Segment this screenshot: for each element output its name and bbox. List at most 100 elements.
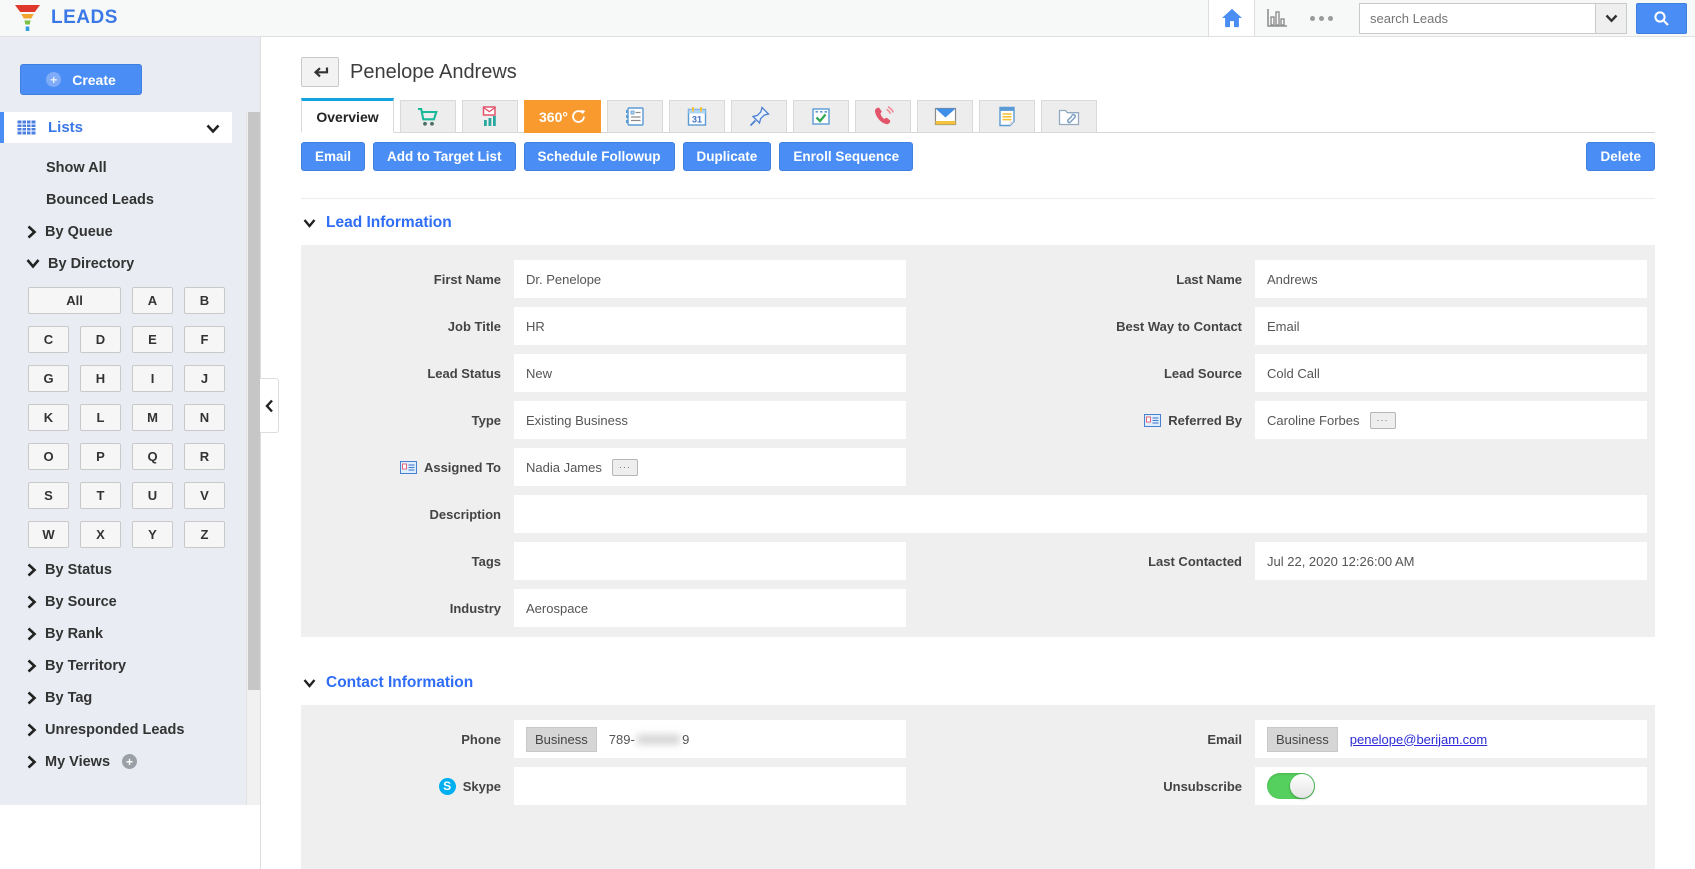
search-input[interactable] <box>1360 3 1595 33</box>
sidebar-scroll-thumb[interactable] <box>248 112 260 690</box>
sidebar-item-show-all[interactable]: Show All <box>26 159 260 176</box>
tab-notes[interactable] <box>979 100 1035 133</box>
lead-information-section-header[interactable]: Lead Information <box>303 214 1655 232</box>
sidebar-item-by-directory[interactable]: By Directory <box>26 255 260 272</box>
sidebar-item-by-queue[interactable]: By Queue <box>26 223 260 240</box>
add-view-icon[interactable]: + <box>122 754 138 769</box>
job-title-field[interactable]: HR <box>514 307 906 345</box>
letter-button[interactable]: V <box>184 482 225 509</box>
tab-cart[interactable] <box>400 100 456 133</box>
letter-button[interactable]: S <box>28 482 69 509</box>
tags-field[interactable] <box>514 542 906 580</box>
funnel-logo-icon <box>15 5 40 31</box>
letter-button[interactable]: D <box>80 326 121 353</box>
search-button[interactable] <box>1636 2 1687 34</box>
home-button[interactable] <box>1208 0 1255 36</box>
schedule-followup-button[interactable]: Schedule Followup <box>523 142 675 171</box>
tab-pushpin[interactable] <box>731 100 787 133</box>
lead-source-field[interactable]: Cold Call <box>1255 354 1647 392</box>
contact-information-section-header[interactable]: Contact Information <box>303 674 1655 692</box>
skype-field[interactable] <box>514 767 906 805</box>
enroll-sequence-button[interactable]: Enroll Sequence <box>779 142 914 171</box>
sidebar-item-by-territory[interactable]: By Territory <box>26 657 260 674</box>
assigned-to-field[interactable]: Nadia James ··· <box>514 448 906 486</box>
letter-button[interactable]: J <box>184 365 225 392</box>
letter-button[interactable]: T <box>80 482 121 509</box>
sidebar-item-unresponded-leads[interactable]: Unresponded Leads <box>26 721 260 738</box>
last-contacted-field[interactable]: Jul 22, 2020 12:26:00 AM <box>1255 542 1647 580</box>
last-name-field[interactable]: Andrews <box>1255 260 1647 298</box>
first-name-field[interactable]: Dr. Penelope <box>514 260 906 298</box>
sidebar-item-by-status[interactable]: By Status <box>26 561 260 578</box>
letter-button[interactable]: O <box>28 443 69 470</box>
letter-button[interactable]: C <box>28 326 69 353</box>
tab-calls[interactable] <box>855 100 911 133</box>
email-button[interactable]: Email <box>301 142 366 171</box>
phone-field[interactable]: Business 789- 000000 9 <box>514 720 906 758</box>
best-way-to-contact-field[interactable]: Email <box>1255 307 1647 345</box>
referred-by-field[interactable]: Caroline Forbes ··· <box>1255 401 1647 439</box>
redacted-digits: 000000 <box>636 731 681 747</box>
letter-button[interactable]: W <box>28 521 69 548</box>
sidebar-collapse-handle[interactable] <box>260 378 279 433</box>
back-button[interactable] <box>301 57 339 87</box>
sidebar-item-by-source[interactable]: By Source <box>26 593 260 610</box>
assigned-to-more-button[interactable]: ··· <box>611 458 638 476</box>
dashboard-button[interactable] <box>1255 8 1299 28</box>
letter-button[interactable]: F <box>184 326 225 353</box>
sidebar-item-my-views[interactable]: My Views + <box>26 753 260 770</box>
letter-button[interactable]: I <box>132 365 173 392</box>
unsubscribe-toggle[interactable] <box>1267 773 1315 799</box>
email-field[interactable]: Business penelope@berijam.com <box>1255 720 1647 758</box>
lists-header[interactable]: Lists <box>0 112 232 143</box>
add-to-target-list-button[interactable]: Add to Target List <box>373 142 516 171</box>
search-type-dropdown[interactable] <box>1595 3 1626 33</box>
sidebar-item-label: By Source <box>45 593 117 610</box>
letter-button[interactable]: U <box>132 482 173 509</box>
field-value: Caroline Forbes <box>1267 412 1360 428</box>
tab-attachments[interactable] <box>1041 100 1097 133</box>
tab-overview[interactable]: Overview <box>301 98 394 133</box>
letter-button[interactable]: H <box>80 365 121 392</box>
tab-emails[interactable] <box>917 100 973 133</box>
letter-button[interactable]: R <box>184 443 225 470</box>
letter-button[interactable]: M <box>132 404 173 431</box>
letter-button[interactable]: Q <box>132 443 173 470</box>
letter-button-all[interactable]: All <box>28 287 121 314</box>
tab-tasks[interactable] <box>793 100 849 133</box>
letter-button[interactable]: Z <box>184 521 225 548</box>
letter-button[interactable]: K <box>28 404 69 431</box>
letter-button[interactable]: X <box>80 521 121 548</box>
letter-button[interactable]: P <box>80 443 121 470</box>
type-field[interactable]: Existing Business <box>514 401 906 439</box>
letter-button[interactable]: G <box>28 365 69 392</box>
tab-calendar[interactable]: 31 <box>669 100 725 133</box>
letter-button[interactable]: A <box>132 287 173 314</box>
sidebar-item-by-rank[interactable]: By Rank <box>26 625 260 642</box>
letter-button[interactable]: Y <box>132 521 173 548</box>
last-name-label: Last Name <box>1176 271 1242 287</box>
letter-button[interactable]: N <box>184 404 225 431</box>
email-address-link[interactable]: penelope@berijam.com <box>1349 731 1488 747</box>
tab-campaign-stats[interactable] <box>462 100 518 133</box>
mail-stats-icon <box>482 106 496 126</box>
create-button[interactable]: + Create <box>20 64 142 95</box>
sidebar-item-by-tag[interactable]: By Tag <box>26 689 260 706</box>
duplicate-button[interactable]: Duplicate <box>682 142 772 171</box>
industry-field[interactable]: Aerospace <box>514 589 906 627</box>
lead-status-field[interactable]: New <box>514 354 906 392</box>
sidebar-item-label: Unresponded Leads <box>45 721 185 738</box>
referred-by-more-button[interactable]: ··· <box>1369 411 1396 429</box>
tab-360-view[interactable]: 360° <box>524 100 601 133</box>
letter-button[interactable]: E <box>132 326 173 353</box>
circular-arrow-icon <box>572 109 586 123</box>
sidebar-item-bounced-leads[interactable]: Bounced Leads <box>26 191 260 208</box>
more-menu-button[interactable] <box>1299 15 1343 21</box>
delete-button[interactable]: Delete <box>1586 142 1655 171</box>
tab-contact-notes[interactable] <box>607 100 663 133</box>
description-field[interactable] <box>514 495 1647 533</box>
letter-button[interactable]: L <box>80 404 121 431</box>
sidebar-scroll-track[interactable] <box>246 112 260 805</box>
letter-button[interactable]: B <box>184 287 225 314</box>
